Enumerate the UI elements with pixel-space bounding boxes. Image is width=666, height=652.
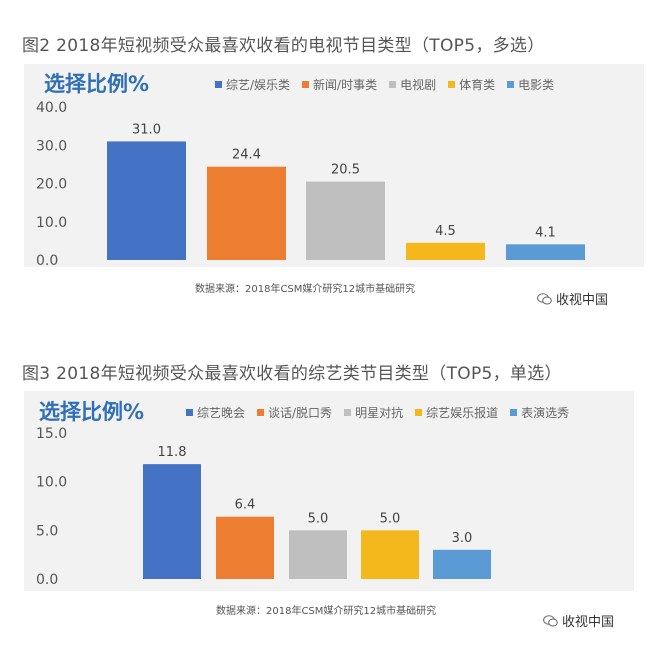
chart1-source: 数据来源：2018年CSM媒介研究12城市基础研究 bbox=[195, 284, 416, 295]
legend-item: 体育类 bbox=[448, 76, 495, 93]
legend-item: 综艺/娱乐类 bbox=[215, 76, 290, 93]
legend-item: 新闻/时事类 bbox=[302, 76, 377, 93]
legend-label: 综艺晚会 bbox=[197, 406, 246, 420]
chart2-source: 数据来源：2018年CSM媒介研究12城市基础研究 bbox=[216, 606, 437, 617]
wechat-icon bbox=[537, 292, 552, 304]
chart1-title: 图2 2018年短视频受众最喜欢收看的电视节目类型（TOP5，多选） bbox=[22, 36, 545, 56]
legend-swatch bbox=[302, 81, 310, 88]
legend-swatch bbox=[344, 409, 352, 416]
legend-label: 综艺/娱乐类 bbox=[226, 78, 291, 92]
legend-item: 表演选秀 bbox=[510, 404, 569, 421]
legend-label: 新闻/时事类 bbox=[313, 78, 378, 92]
legend-label: 电视剧 bbox=[400, 78, 437, 92]
legend-item: 综艺晚会 bbox=[186, 404, 245, 421]
legend-label: 谈话/脱口秀 bbox=[268, 406, 333, 420]
legend-label: 电影类 bbox=[518, 78, 555, 92]
legend-label: 综艺娱乐报道 bbox=[426, 406, 499, 420]
chart1-ylabel: 选择比例% bbox=[44, 72, 150, 96]
chart2-ylabel: 选择比例% bbox=[39, 400, 145, 424]
chart1-legend: 综艺/娱乐类 新闻/时事类 电视剧 体育类 电影类 bbox=[215, 76, 554, 93]
legend-label: 表演选秀 bbox=[521, 406, 570, 420]
watermark-text: 收视中国 bbox=[556, 293, 609, 308]
watermark-text: 收视中国 bbox=[562, 615, 615, 630]
legend-swatch bbox=[215, 81, 222, 88]
chart2-watermark: 收视中国 bbox=[543, 611, 614, 630]
legend-swatch bbox=[415, 409, 423, 416]
chart1-watermark: 收视中国 bbox=[537, 289, 608, 308]
legend-swatch bbox=[389, 81, 397, 88]
legend-item: 综艺娱乐报道 bbox=[415, 404, 498, 421]
legend-swatch bbox=[257, 409, 265, 416]
legend-swatch bbox=[448, 81, 456, 88]
legend-swatch bbox=[186, 409, 193, 416]
legend-item: 明星对抗 bbox=[344, 404, 403, 421]
chart2-title: 图3 2018年短视频受众最喜欢收看的综艺类节目类型（TOP5，单选） bbox=[22, 364, 562, 384]
legend-item: 谈话/脱口秀 bbox=[257, 404, 332, 421]
legend-item: 电影类 bbox=[507, 76, 554, 93]
legend-swatch bbox=[510, 409, 518, 416]
legend-item: 电视剧 bbox=[389, 76, 436, 93]
legend-label: 体育类 bbox=[459, 78, 496, 92]
legend-swatch bbox=[507, 81, 515, 88]
wechat-icon bbox=[543, 614, 558, 626]
chart2-legend: 综艺晚会 谈话/脱口秀 明星对抗 综艺娱乐报道 表演选秀 bbox=[186, 404, 569, 421]
legend-label: 明星对抗 bbox=[355, 406, 404, 420]
